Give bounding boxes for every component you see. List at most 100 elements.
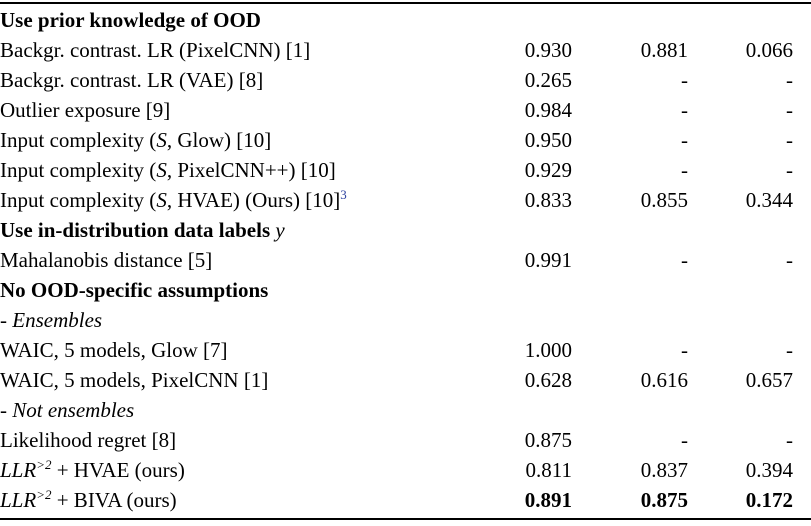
section-label: Use prior knowledge of OOD (0, 5, 450, 35)
row-right-padding (793, 455, 811, 485)
metric-value: 1.000 (524, 338, 572, 362)
row-right-padding (793, 275, 811, 305)
method-label: LLR>2 + HVAE (ours) (0, 455, 450, 485)
row-right-padding (793, 395, 811, 425)
table-top-rule (0, 2, 811, 4)
table-row: Input complexity (S, Glow) [10] 0.950 - - (0, 125, 811, 155)
metric-value: 0.344 (745, 188, 793, 212)
metric-value: - (786, 128, 793, 152)
metric-value (688, 275, 793, 305)
metric-value: 0.875 (524, 428, 572, 452)
metric-value: - (681, 98, 688, 122)
table-row: Backgr. contrast. LR (PixelCNN) [1] 0.930… (0, 35, 811, 65)
metric-value: 0.984 (524, 98, 572, 122)
label-segment: Likelihood regret [8] (0, 428, 177, 452)
metric-value: - (786, 248, 793, 272)
metric-value (688, 215, 793, 245)
table-row: WAIC, 5 models, PixelCNN [1] 0.628 0.616 0.… (0, 365, 811, 395)
metric-value (450, 305, 572, 335)
metric-value: - (681, 158, 688, 182)
label-segment: WAIC, 5 models, PixelCNN [1] (0, 368, 269, 392)
metric-value: 0.875 (640, 488, 688, 512)
table-row: Input complexity (S, PixelCNN++) [10] 0.9… (0, 155, 811, 185)
method-label: WAIC, 5 models, Glow [7] (0, 335, 450, 365)
label-segment: - Not ensembles (0, 398, 135, 422)
table-row: WAIC, 5 models, Glow [7] 1.000 - - (0, 335, 811, 365)
metric-value: 0.657 (745, 368, 793, 392)
metric-value (688, 305, 793, 335)
metric-value: - (681, 68, 688, 92)
label-segment: Input complexity ( (0, 188, 157, 212)
label-segment: Use prior knowledge of OOD (0, 8, 261, 32)
method-label: Input complexity (S, HVAE) (Ours) [10]3 (0, 185, 450, 215)
metric-value: - (786, 338, 793, 362)
method-label: Backgr. contrast. LR (VAE) [8] (0, 65, 450, 95)
label-segment: S (156, 128, 167, 152)
method-label: Input complexity (S, Glow) [10] (0, 125, 450, 155)
row-right-padding (793, 305, 811, 335)
metric-value: - (786, 98, 793, 122)
section-header: Use in-distribution data labels y (0, 215, 811, 245)
method-label: LLR>2 + BIVA (ours) (0, 485, 450, 515)
section-label: - Ensembles (0, 305, 450, 335)
row-right-padding (793, 125, 811, 155)
label-segment: Input complexity ( (0, 128, 157, 152)
table-row: Outlier exposure [9] 0.984 - - (0, 95, 811, 125)
metric-value: 0.929 (524, 158, 572, 182)
metric-value: 0.394 (745, 458, 793, 482)
metric-value: 0.833 (524, 188, 572, 212)
label-segment: Outlier exposure [9] (0, 98, 171, 122)
label-segment: Input complexity ( (0, 158, 157, 182)
metric-value (572, 215, 688, 245)
metric-value (572, 5, 688, 35)
label-segment: Backgr. contrast. LR (VAE) [8] (0, 68, 264, 92)
label-segment: S (156, 188, 167, 212)
row-right-padding (793, 245, 811, 275)
label-segment: - Ensembles (0, 308, 103, 332)
row-right-padding (793, 35, 811, 65)
row-right-padding (793, 155, 811, 185)
table-row: Backgr. contrast. LR (VAE) [8] 0.265 - - (0, 65, 811, 95)
label-segment: No OOD-specific assumptions (0, 278, 269, 302)
metric-value: 0.837 (640, 458, 688, 482)
row-right-padding (793, 425, 811, 455)
section-label: No OOD-specific assumptions (0, 275, 450, 305)
metric-value (450, 215, 572, 245)
row-right-padding (793, 5, 811, 35)
metric-value: - (786, 428, 793, 452)
label-segment: S (156, 158, 167, 182)
footnote-link[interactable]: 3 (340, 187, 347, 202)
table-row: Mahalanobis distance [5] 0.991 - - (0, 245, 811, 275)
metric-value: - (681, 428, 688, 452)
row-right-padding (793, 365, 811, 395)
label-segment: , Glow) [10] (166, 128, 272, 152)
label-segment: , PixelCNN++) [10] (166, 158, 336, 182)
label-segment: + BIVA (ours) (51, 488, 177, 512)
section-label: - Not ensembles (0, 395, 450, 425)
label-segment: LLR (0, 488, 37, 512)
method-label: Backgr. contrast. LR (PixelCNN) [1] (0, 35, 450, 65)
metric-value: 0.811 (525, 458, 572, 482)
label-segment: >2 (36, 457, 52, 472)
subsection-header: - Not ensembles (0, 395, 811, 425)
metric-value (572, 305, 688, 335)
ood-results-table: Use prior knowledge of OOD Backgr. contra… (0, 5, 811, 515)
label-segment: Use in-distribution data labels (0, 218, 276, 242)
method-label: Input complexity (S, PixelCNN++) [10] (0, 155, 450, 185)
table-row: LLR>2 + HVAE (ours) 0.811 0.837 0.394 (0, 455, 811, 485)
table-row: Input complexity (S, HVAE) (Ours) [10]3 0… (0, 185, 811, 215)
metric-value: 0.881 (640, 38, 688, 62)
method-label: WAIC, 5 models, PixelCNN [1] (0, 365, 450, 395)
metric-value: 0.891 (524, 488, 572, 512)
row-right-padding (793, 185, 811, 215)
metric-value: 0.172 (745, 488, 793, 512)
section-header: No OOD-specific assumptions (0, 275, 811, 305)
metric-value: - (681, 248, 688, 272)
table-row: LLR>2 + BIVA (ours) 0.891 0.875 0.172 (0, 485, 811, 515)
table-row: Likelihood regret [8] 0.875 - - (0, 425, 811, 455)
row-right-padding (793, 485, 811, 515)
metric-value: 0.855 (640, 188, 688, 212)
metric-value: - (786, 158, 793, 182)
label-segment: LLR (0, 458, 37, 482)
